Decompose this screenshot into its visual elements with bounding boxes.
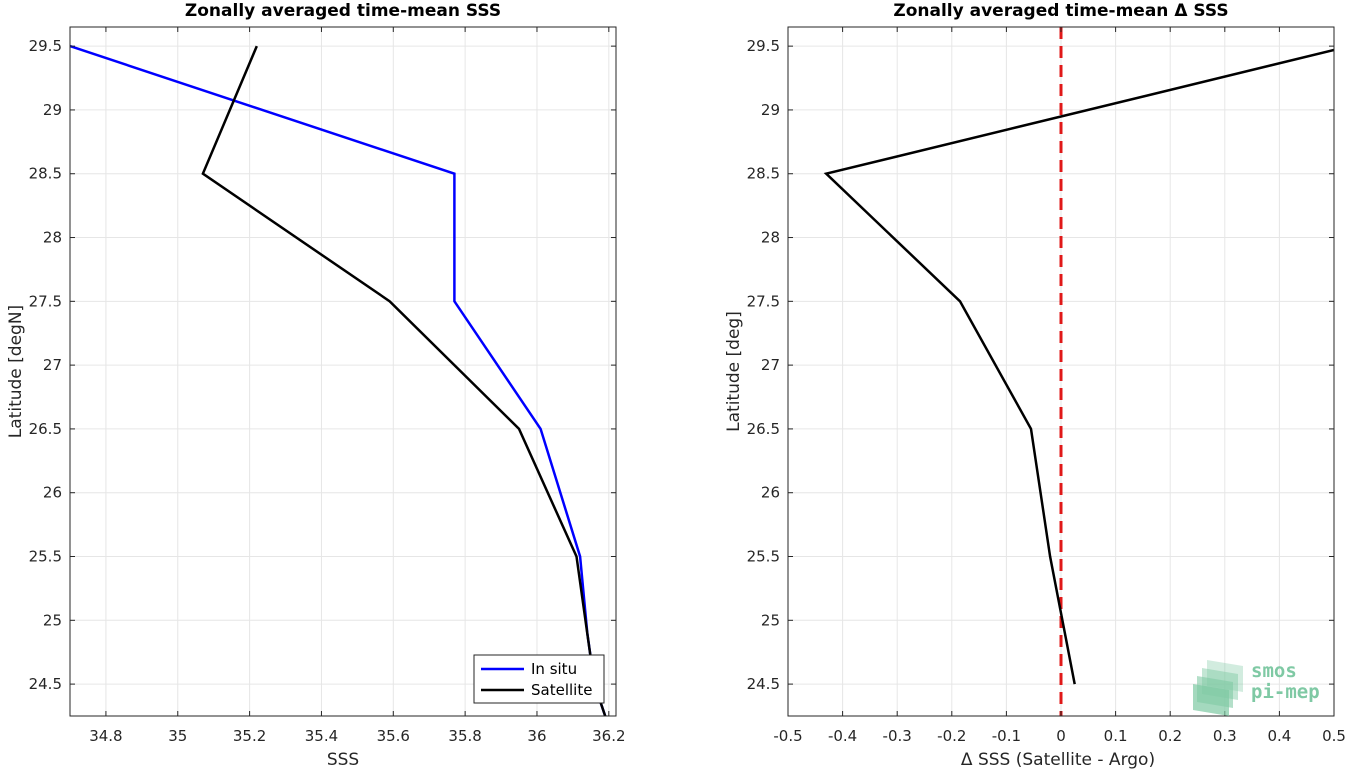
logo-line-2: pi-mep <box>1251 681 1320 703</box>
y-tick-label: 26.5 <box>747 420 780 438</box>
y-tick-label: 26.5 <box>29 420 62 438</box>
y-tick-label: 27.5 <box>747 292 780 310</box>
x-tick-label: 35.8 <box>448 727 481 745</box>
y-tick-label: 28.5 <box>747 165 780 183</box>
chart-title: Zonally averaged time-mean SSS <box>185 1 501 21</box>
x-tick-label: 35 <box>168 727 187 745</box>
y-tick-label: 29 <box>761 101 780 119</box>
x-tick-label: 0.4 <box>1267 727 1291 745</box>
sss-panel: 34.8 35 35.2 35.4 35.6 35.8 36 36.2 24.5 25 25.5 26… <box>6 1 626 770</box>
y-tick-label: 29.5 <box>747 37 780 55</box>
y-axis-label: Latitude [degN] <box>6 305 26 438</box>
legend-entry: Satellite <box>531 681 592 699</box>
series-line-0 <box>823 48 1334 685</box>
x-tick-label: -0.5 <box>773 727 802 745</box>
y-tick-label: 25 <box>761 611 780 629</box>
legend: In situ Satellite <box>473 654 605 704</box>
y-tick-label: 29.5 <box>29 37 62 55</box>
series-line-in-situ <box>70 44 607 716</box>
x-tick-label: 35.6 <box>377 727 410 745</box>
x-tick-label: 35.4 <box>305 727 338 745</box>
x-tick-label: -0.3 <box>883 727 912 745</box>
x-tick-label: 35.2 <box>233 727 266 745</box>
y-tick-label: 29 <box>43 101 62 119</box>
y-tick-label: 26 <box>761 484 780 502</box>
x-axis-label: SSS <box>327 750 359 770</box>
legend-box <box>473 654 605 704</box>
y-tick-label: 28 <box>43 229 62 247</box>
legend-entry: In situ <box>531 660 577 678</box>
y-tick-label: 24.5 <box>29 675 62 693</box>
y-tick-label: 25.5 <box>747 548 780 566</box>
y-tick-label: 25.5 <box>29 548 62 566</box>
series-line-satellite <box>201 45 607 716</box>
y-tick-label: 28 <box>761 229 780 247</box>
x-tick-label: 0.2 <box>1158 727 1182 745</box>
y-tick-label: 24.5 <box>747 675 780 693</box>
y-axis-label: Latitude [deg] <box>724 311 744 432</box>
y-tick-label: 27.5 <box>29 292 62 310</box>
y-tick-label: 27 <box>43 356 62 374</box>
x-tick-label: -0.2 <box>937 727 966 745</box>
logo-line-1: smos <box>1251 660 1297 682</box>
y-tick-label: 26 <box>43 484 62 502</box>
logo-wave-shape <box>1193 684 1229 716</box>
y-tick-label: 27 <box>761 356 780 374</box>
x-tick-label: -0.4 <box>828 727 857 745</box>
x-tick-label: 0 <box>1056 727 1066 745</box>
x-tick-label: 36.2 <box>592 727 625 745</box>
y-tick-label: 25 <box>43 611 62 629</box>
x-tick-label: 36 <box>527 727 546 745</box>
x-tick-label: 0.1 <box>1104 727 1128 745</box>
x-axis-label: Δ SSS (Satellite - Argo) <box>961 750 1155 770</box>
x-tick-label: 0.3 <box>1213 727 1237 745</box>
y-tick-label: 28.5 <box>29 165 62 183</box>
x-tick-label: -0.1 <box>992 727 1021 745</box>
delta-sss-panel: -0.5 -0.4 -0.3 -0.2 -0.1 0 0.1 0.2 0.3 0.4 0.5 24.5… <box>724 1 1346 770</box>
chart-title: Zonally averaged time-mean Δ SSS <box>893 1 1228 21</box>
axes-box <box>69 26 617 717</box>
x-tick-label: 34.8 <box>89 727 122 745</box>
x-tick-label: 0.5 <box>1322 727 1346 745</box>
